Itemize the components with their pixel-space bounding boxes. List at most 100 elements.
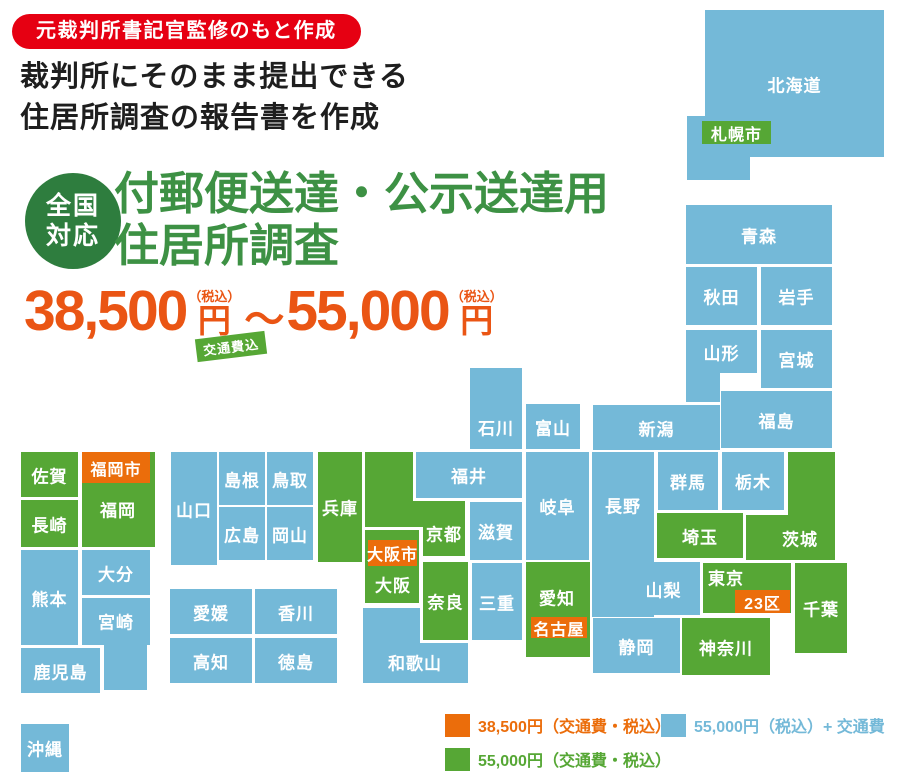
map-label-mie: 三重: [479, 594, 515, 613]
map-region-aichi: [526, 562, 590, 657]
map-region-akita: [686, 267, 757, 325]
map-label-wakayama: 和歌山: [388, 654, 442, 674]
map-label-fukui: 福井: [451, 467, 487, 487]
map-badge-fukuoka-city: 福岡市: [82, 452, 150, 483]
legend-swatch-blue: [661, 713, 686, 737]
map-region-kochi: [170, 638, 252, 683]
tax-note: （税込）: [450, 289, 503, 305]
map-label-miyagi: 宮城: [778, 351, 815, 371]
legend-swatch-green: [445, 747, 470, 771]
map-region-saitama: [657, 513, 743, 558]
map-label-yamagata: 山形: [703, 344, 740, 363]
map-region-shimane: [219, 452, 265, 505]
map-label-aomori: 青森: [741, 227, 777, 246]
map-region-yamanashi: [627, 562, 700, 615]
map-label-kagawa: 香川: [278, 604, 314, 623]
map-label-hyogo: 兵庫: [322, 499, 358, 519]
map-region-hyogo: [318, 452, 362, 562]
map-region-tokushima: [255, 638, 337, 683]
map-label-saga: 佐賀: [31, 467, 68, 486]
map-label-hokkaido: 北海道: [767, 76, 822, 95]
map-region-kyoto: [365, 452, 413, 501]
map-label-niigata: 新潟: [638, 420, 675, 439]
map-label-shizuoka: 静岡: [618, 638, 655, 657]
legend-item-38500: 38,500円（交通費・税込）: [445, 713, 671, 737]
price-range: 38,500 （税込） 円 ～ 55,000 （税込） 円 交通費込: [24, 279, 505, 363]
map-region-tottori: [267, 452, 313, 505]
map-region-gifu: [526, 452, 589, 560]
map-region-shiga: [470, 502, 522, 560]
map-label-yamanashi: 山梨: [645, 581, 682, 600]
map-region-miyagi: [761, 330, 832, 388]
price-max: 55,000: [286, 279, 450, 343]
legend-item-55000-incl: 55,000円（交通費・税込）: [445, 747, 671, 771]
legend-swatch-orange: [445, 713, 470, 737]
map-label-fukushima: 福島: [758, 412, 795, 431]
map-label-iwate: 岩手: [778, 288, 815, 308]
map-badge-sapporo: 札幌市: [702, 121, 771, 144]
map-region-kumamoto: [21, 550, 78, 645]
map-label-saitama: 埼玉: [682, 528, 718, 547]
map-label-kanagawa: 神奈川: [699, 639, 753, 658]
price-min-unit: （税込） 円: [188, 289, 241, 337]
map-region-yamagata: [686, 330, 757, 373]
map-region-miyazaki: [82, 598, 150, 645]
map-region-ehime: [170, 589, 252, 634]
price-max-unit: （税込） 円: [450, 289, 503, 339]
supervision-badge: 元裁判所書記官監修のもと作成: [12, 14, 361, 49]
legend-label: 38,500円（交通費・税込）: [478, 719, 671, 736]
map-region-yamaguchi: [171, 452, 217, 565]
map-region-nara: [423, 562, 468, 640]
map-label-oita: 大分: [98, 565, 134, 584]
map-label-miyazaki: 宮崎: [98, 613, 134, 633]
map-label-osaka: 大阪: [375, 576, 411, 596]
map-label-okinawa: 沖縄: [27, 740, 63, 760]
map-region-nagasaki: [21, 500, 78, 547]
nationwide-line2: 対応: [45, 222, 100, 250]
map-label-gifu: 岐阜: [539, 498, 576, 518]
service-title-line2: 住居所調査: [114, 220, 340, 271]
map-label-kyoto: 京都: [426, 525, 462, 545]
map-label-aichi: 愛知: [539, 589, 575, 609]
catch-copy: 裁判所にそのまま提出できる 住居所調査の報告書を作成: [20, 57, 409, 139]
catch-copy-line1: 裁判所にそのまま提出できる: [20, 61, 409, 93]
map-label-gunma: 群馬: [670, 473, 706, 493]
map-region-wakayama: [363, 608, 420, 683]
map-region-hiroshima: [219, 507, 265, 560]
map-label-kagoshima: 鹿児島: [33, 663, 88, 682]
map-region-miyazaki: [104, 645, 147, 690]
service-title-line1: 付郵便送達・公示送達用: [114, 168, 610, 219]
map-label-chiba: 千葉: [803, 600, 839, 620]
map-label-hiroshima: 広島: [224, 526, 260, 545]
tax-note: （税込）: [188, 289, 241, 305]
map-region-wakayama: [420, 643, 468, 683]
map-label-akita: 秋田: [703, 288, 740, 308]
map-region-kyoto: [365, 501, 465, 527]
map-label-kochi: 高知: [193, 653, 229, 672]
map-badge-nagoya: 名古屋: [531, 617, 587, 639]
map-label-ehime: 愛媛: [193, 604, 229, 623]
map-region-niigata: [593, 405, 720, 450]
map-badge-osaka-city: 大阪市: [367, 540, 417, 566]
map-label-okayama: 岡山: [272, 526, 308, 545]
legend-label: 55,000円（税込）+ 交通費: [694, 719, 885, 736]
map-label-toyama: 富山: [535, 419, 571, 438]
map-label-tottori: 鳥取: [272, 471, 308, 490]
map-label-yamaguchi: 山口: [176, 501, 212, 520]
map-region-shizuoka: [593, 618, 680, 673]
map-label-nagasaki: 長崎: [31, 516, 68, 535]
map-label-tokushima: 徳島: [278, 653, 314, 672]
service-title: 付郵便送達・公示送達用 住居所調査: [114, 168, 609, 272]
map-region-okinawa: [21, 724, 69, 772]
map-region-iwate: [761, 267, 832, 325]
map-region-gunma: [658, 452, 718, 510]
map-region-fukui: [416, 452, 522, 498]
map-region-kanagawa: [682, 618, 770, 675]
map-label-kumamoto: 熊本: [31, 590, 68, 609]
map-region-oita: [82, 550, 150, 595]
map-label-shimane: 島根: [224, 471, 260, 490]
legend-label: 55,000円（交通費・税込）: [478, 753, 671, 770]
yen-label: 円: [460, 301, 494, 339]
map-region-kyoto: [423, 527, 465, 556]
